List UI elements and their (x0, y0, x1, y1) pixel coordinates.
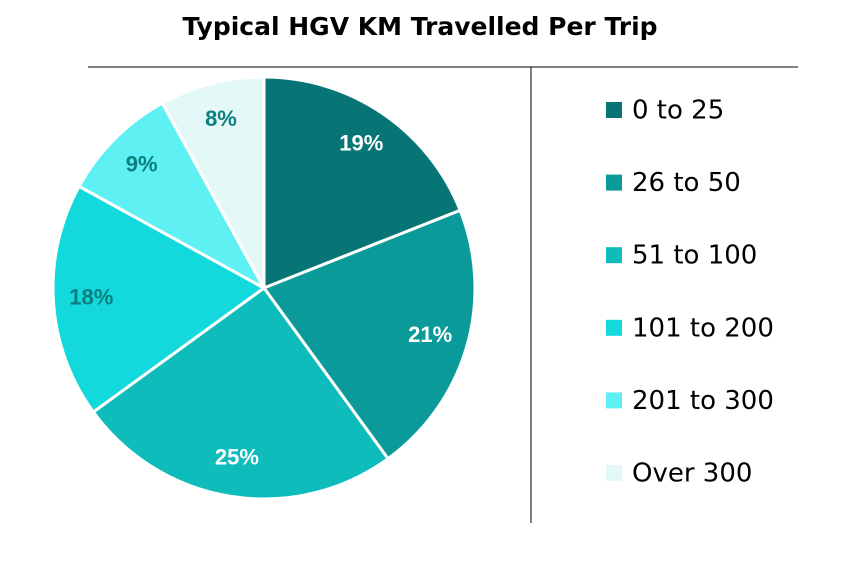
data-label: 8% (205, 106, 237, 131)
legend-label: 201 to 300 (632, 386, 774, 416)
legend-label: 26 to 50 (632, 168, 741, 198)
pie-slice (262, 75, 463, 291)
pie-slice (261, 208, 477, 461)
data-label: 25% (215, 445, 259, 470)
legend-swatch (606, 392, 622, 409)
legend-swatch (606, 319, 622, 336)
chart-title: Typical HGV KM Travelled Per Trip (182, 12, 657, 41)
pie-slice (51, 184, 267, 415)
legend-swatch (606, 174, 622, 191)
legend-label: 101 to 200 (632, 313, 774, 343)
legend-swatch (606, 247, 622, 264)
data-label: 21% (408, 322, 452, 347)
data-label: 9% (126, 151, 158, 176)
legend-swatch (606, 465, 622, 481)
pie-slice (77, 101, 268, 292)
data-label: 18% (69, 285, 113, 310)
data-label: 19% (339, 131, 383, 156)
legend-label: 0 to 25 (632, 96, 724, 126)
legend-label: Over 300 (632, 459, 752, 489)
pie-slice (91, 285, 391, 501)
pie-slice (160, 75, 266, 289)
legend-swatch (606, 102, 622, 118)
legend-label: 51 to 100 (632, 241, 757, 271)
